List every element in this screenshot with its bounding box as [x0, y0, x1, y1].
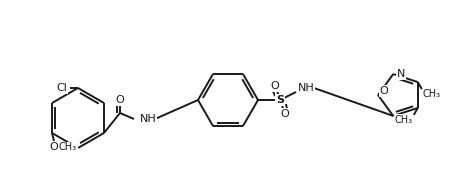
Text: O: O [380, 86, 388, 96]
Text: O: O [271, 81, 280, 91]
Text: O: O [281, 109, 289, 119]
Text: CH₃: CH₃ [59, 142, 77, 152]
Text: CH₃: CH₃ [395, 115, 413, 125]
Text: N: N [397, 69, 405, 79]
Text: NH: NH [298, 83, 315, 93]
Text: Cl: Cl [56, 83, 68, 93]
Text: O: O [116, 95, 124, 105]
Text: NH: NH [140, 114, 157, 124]
Text: S: S [276, 95, 284, 105]
Text: CH₃: CH₃ [423, 89, 441, 99]
Text: O: O [50, 142, 58, 152]
